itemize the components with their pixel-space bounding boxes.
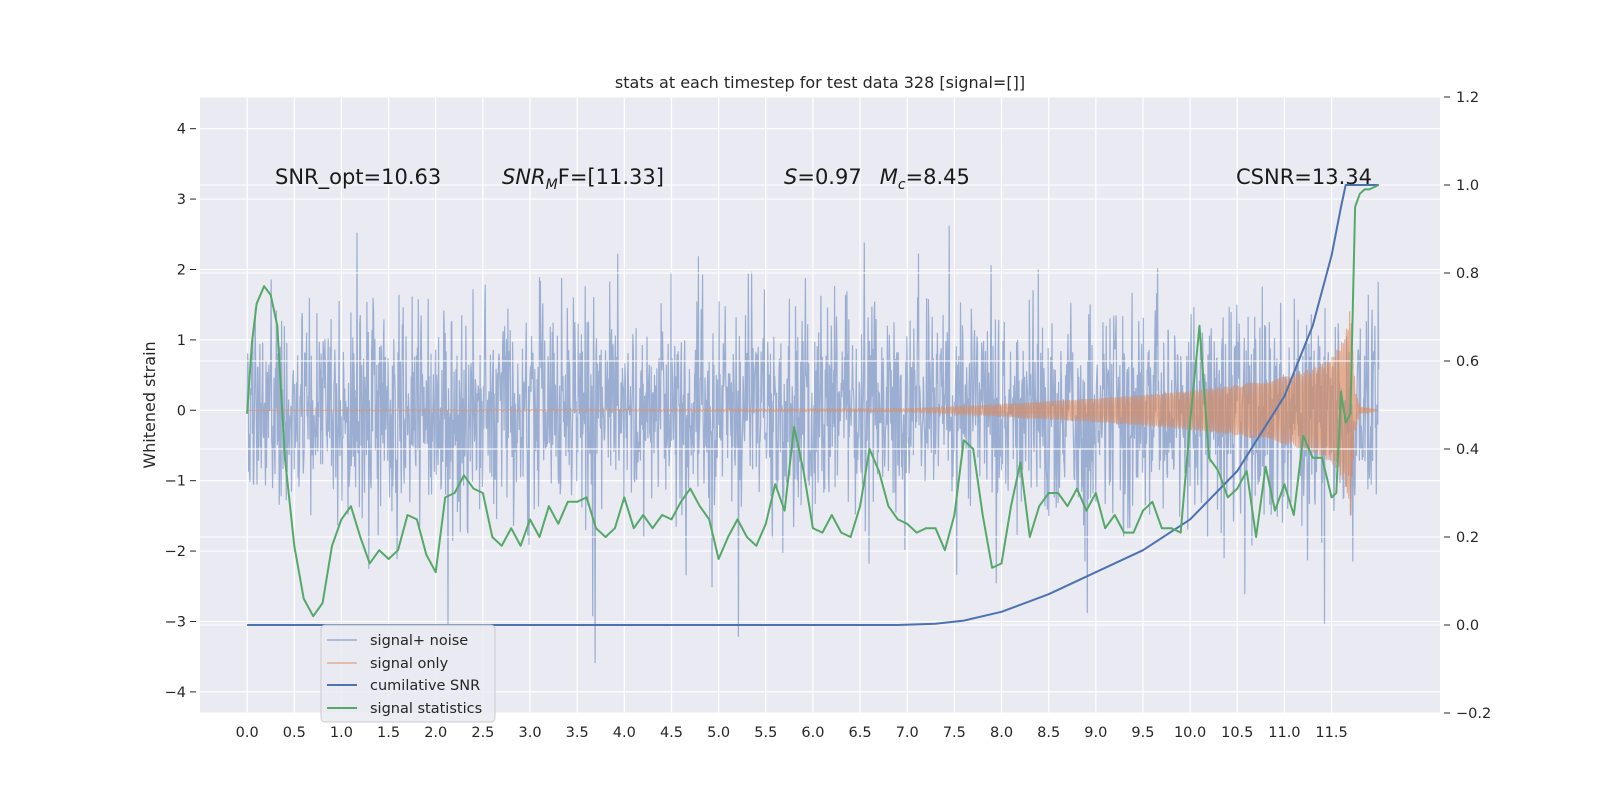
x-tick-labels: 0.0 0.5 1.0 1.5 2.0 2.5 3.0 3.5 4.0 4.5 5.0 5.5 6.0 6… — [236, 725, 1348, 741]
x-tick-label: 5.0 — [707, 725, 730, 741]
x-tick-label: 2.0 — [424, 725, 447, 741]
y2-tick-labels: −0.2 0.0 0.2 0.4 0.6 0.8 1.0 1.2 — [1444, 90, 1491, 722]
y-tick-label: 3 — [177, 192, 186, 208]
series-signal-noise — [246, 225, 1380, 664]
x-tick-label: 7.0 — [896, 725, 919, 741]
x-tick-label: 7.5 — [943, 725, 966, 741]
x-tick-label: 3.5 — [566, 725, 589, 741]
y2-tick-label: −0.2 — [1456, 706, 1491, 722]
legend-label-signal-only: signal only — [370, 656, 449, 672]
x-tick-label: 11.0 — [1268, 725, 1300, 741]
legend-box — [320, 624, 496, 723]
x-tick-label: 8.5 — [1037, 725, 1060, 741]
annotation-snr-mf: SNRMF=[11.33] — [502, 165, 664, 193]
y2-tick-label: 0.6 — [1456, 354, 1479, 370]
x-tick-label: 0.0 — [236, 725, 259, 741]
series-cumulative-snr — [247, 184, 1379, 626]
x-tick-label: 3.0 — [519, 725, 542, 741]
y2-tick-label: 0.0 — [1456, 618, 1479, 634]
y-tick-label: 1 — [177, 333, 186, 349]
y-tick-label: −4 — [165, 685, 186, 701]
series-signal-statistics — [246, 184, 1380, 618]
y2-tick-label: 0.2 — [1456, 530, 1479, 546]
annotation-s-symbol: S — [784, 165, 797, 189]
x-tick-label: 6.0 — [801, 725, 824, 741]
x-tick-label: 5.5 — [754, 725, 777, 741]
annotation-snr-mf-sub: M — [546, 177, 558, 193]
x-tick-label: 9.0 — [1084, 725, 1107, 741]
series-signal-only — [247, 311, 1379, 516]
chart-title: stats at each timestep for test data 328… — [615, 73, 1025, 92]
signal-only-line — [247, 311, 1379, 516]
y-tick-labels: −4 −3 −2 −1 0 1 2 3 4 — [165, 122, 196, 701]
legend-label-cumulative-snr: cumilative SNR — [370, 678, 480, 694]
y-tick-label: −1 — [165, 474, 186, 490]
x-tick-label: 4.5 — [660, 725, 683, 741]
x-tick-label: 8.0 — [990, 725, 1013, 741]
x-tick-label: 1.0 — [330, 725, 353, 741]
y-tick-label: −2 — [165, 544, 186, 560]
annotation-mc-symbol: M — [880, 165, 898, 189]
signal-statistics-line — [246, 184, 1380, 618]
legend-label-signal-noise: signal+ noise — [370, 633, 468, 649]
y2-tick-label: 0.4 — [1456, 442, 1479, 458]
x-tick-label: 4.0 — [613, 725, 636, 741]
signal-noise-line — [246, 225, 1380, 664]
y-tick-label: 4 — [177, 122, 186, 138]
legend: signal+ noise signal only cumilative SNR… — [320, 624, 496, 723]
x-tick-label: 9.5 — [1131, 725, 1154, 741]
y2-tick-label: 0.8 — [1456, 266, 1479, 282]
y-tick-label: 0 — [177, 403, 186, 419]
cumulative-snr-line — [247, 184, 1379, 626]
annotation-snr-mf-main: SNR — [502, 165, 546, 189]
y-tick-label: −3 — [165, 614, 186, 630]
x-tick-label: 10.0 — [1174, 725, 1206, 741]
annotation-s-mc: S=0.97 Mc=8.45 — [784, 165, 970, 193]
y2-tick-label: 1.0 — [1456, 178, 1479, 194]
y2-tick-label: 1.2 — [1456, 90, 1479, 106]
legend-label-signal-statistics: signal statistics — [370, 701, 482, 717]
annotation-mc-value: =8.45 — [906, 165, 970, 189]
x-tick-label: 1.5 — [377, 725, 400, 741]
annotation-mc-sub: c — [898, 177, 906, 193]
annotation-csnr: CSNR=13.34 — [1236, 165, 1372, 189]
x-tick-label: 6.5 — [849, 725, 872, 741]
annotation-snr-opt: SNR_opt=10.63 — [275, 165, 441, 190]
x-tick-label: 2.5 — [471, 725, 494, 741]
y-axis-label: Whitened strain — [140, 341, 159, 468]
annotation-snr-mf-rest: F=[11.33] — [558, 165, 664, 189]
x-tick-label: 11.5 — [1315, 725, 1347, 741]
annotation-s-value: =0.97 — [797, 165, 861, 189]
y-tick-label: 2 — [177, 262, 186, 278]
x-tick-label: 10.5 — [1221, 725, 1253, 741]
x-tick-label: 0.5 — [283, 725, 306, 741]
